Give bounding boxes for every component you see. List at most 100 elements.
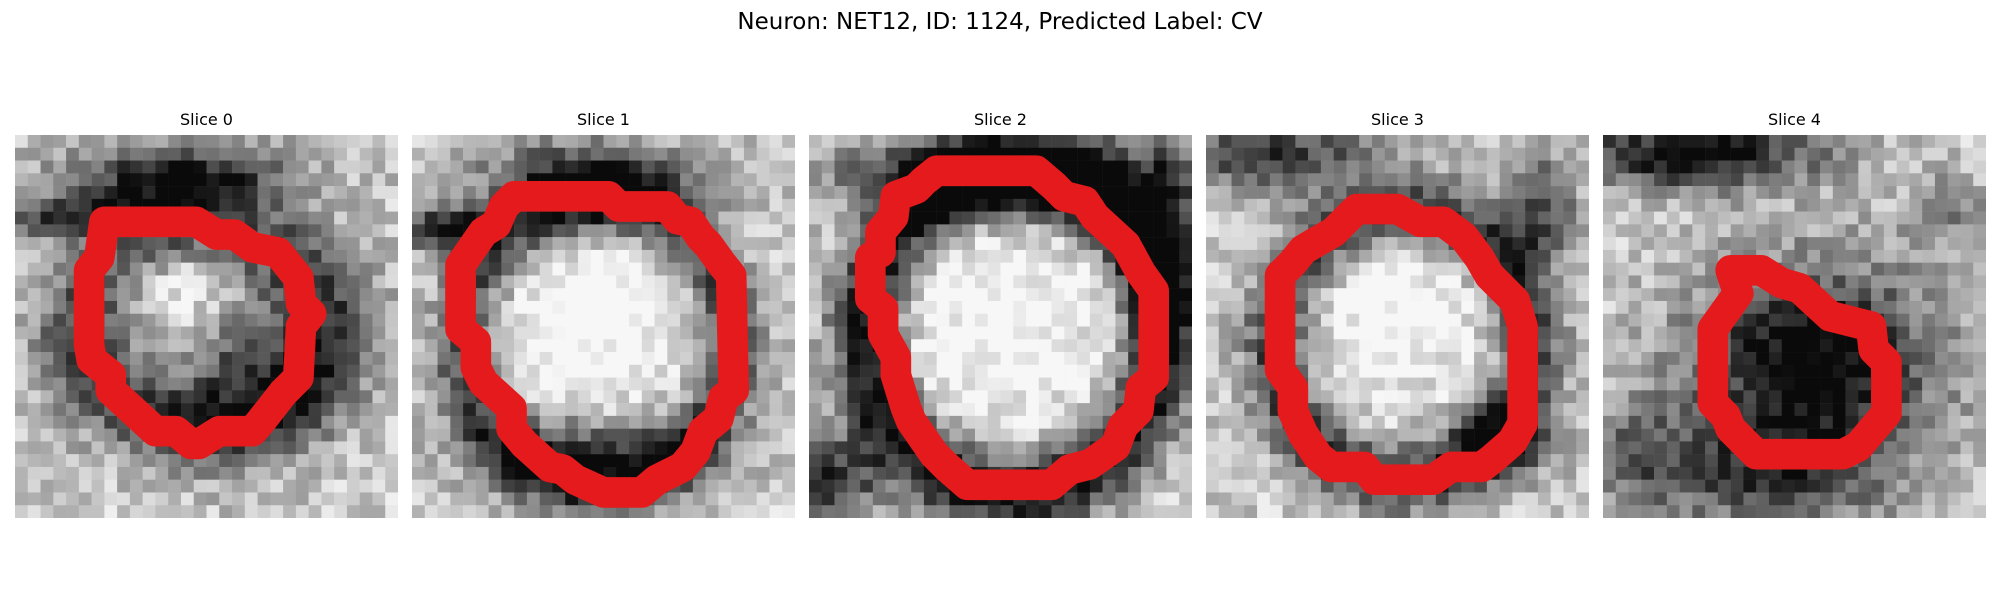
image-pixel xyxy=(590,428,604,442)
image-pixel xyxy=(1641,237,1655,251)
image-pixel xyxy=(782,262,795,276)
image-pixel xyxy=(1371,505,1385,518)
image-pixel xyxy=(654,428,668,442)
image-pixel xyxy=(809,339,823,353)
image-pixel xyxy=(1807,403,1821,417)
image-pixel xyxy=(731,237,745,251)
image-pixel xyxy=(1218,147,1232,161)
image-pixel xyxy=(1576,275,1589,289)
image-pixel xyxy=(104,173,118,187)
image-pixel xyxy=(27,390,41,404)
image-pixel xyxy=(180,249,194,263)
image-pixel xyxy=(15,339,29,353)
image-pixel xyxy=(1576,377,1589,391)
image-pixel xyxy=(1410,505,1424,518)
image-pixel xyxy=(1499,160,1513,174)
image-pixel xyxy=(1461,415,1475,429)
image-pixel xyxy=(756,211,770,225)
image-pixel xyxy=(104,147,118,161)
image-pixel xyxy=(962,135,976,149)
image-pixel xyxy=(1525,262,1539,276)
image-pixel xyxy=(40,364,54,378)
image-pixel xyxy=(1269,186,1283,200)
image-pixel xyxy=(1679,262,1693,276)
image-pixel xyxy=(53,352,67,366)
image-pixel xyxy=(1410,173,1424,187)
image-pixel xyxy=(1486,505,1500,518)
image-pixel xyxy=(1089,313,1103,327)
image-pixel xyxy=(91,505,105,518)
image-pixel xyxy=(463,403,477,417)
image-pixel xyxy=(577,211,591,225)
image-pixel xyxy=(1308,135,1322,149)
image-pixel xyxy=(1832,237,1846,251)
image-pixel xyxy=(1140,211,1154,225)
image-pixel xyxy=(1474,326,1488,340)
image-pixel xyxy=(1359,249,1373,263)
image-pixel xyxy=(1960,237,1974,251)
image-pixel xyxy=(334,390,348,404)
image-pixel xyxy=(1026,390,1040,404)
image-pixel xyxy=(1730,377,1744,391)
image-pixel xyxy=(1576,441,1589,455)
image-pixel xyxy=(1615,300,1629,314)
image-pixel xyxy=(385,211,398,225)
image-pixel xyxy=(565,237,579,251)
image-pixel xyxy=(1206,160,1220,174)
image-pixel xyxy=(91,415,105,429)
image-pixel xyxy=(1077,428,1091,442)
image-pixel xyxy=(974,224,988,238)
image-pixel xyxy=(667,377,681,391)
image-pixel xyxy=(923,505,937,518)
image-pixel xyxy=(809,300,823,314)
image-pixel xyxy=(66,403,80,417)
image-pixel xyxy=(1705,237,1719,251)
image-pixel xyxy=(1359,352,1373,366)
image-pixel xyxy=(565,403,579,417)
image-pixel xyxy=(949,339,963,353)
image-pixel xyxy=(1922,428,1936,442)
image-pixel xyxy=(680,364,694,378)
image-pixel xyxy=(1679,377,1693,391)
image-pixel xyxy=(1397,262,1411,276)
image-pixel xyxy=(834,186,848,200)
image-pixel xyxy=(1807,466,1821,480)
image-pixel xyxy=(641,390,655,404)
image-pixel xyxy=(1308,198,1322,212)
image-pixel xyxy=(603,249,617,263)
image-pixel xyxy=(1448,160,1462,174)
image-pixel xyxy=(1960,364,1974,378)
image-pixel xyxy=(501,275,515,289)
image-pixel xyxy=(1883,198,1897,212)
image-pixel xyxy=(565,441,579,455)
image-pixel xyxy=(66,454,80,468)
image-pixel xyxy=(91,186,105,200)
image-pixel xyxy=(1832,147,1846,161)
image-pixel xyxy=(372,173,386,187)
image-pixel xyxy=(321,147,335,161)
image-pixel xyxy=(283,147,297,161)
image-pixel xyxy=(1730,466,1744,480)
image-pixel xyxy=(667,313,681,327)
image-pixel xyxy=(834,275,848,289)
image-pixel xyxy=(1461,479,1475,493)
image-pixel xyxy=(616,377,630,391)
image-pixel xyxy=(40,441,54,455)
image-pixel xyxy=(847,326,861,340)
image-pixel xyxy=(1244,224,1258,238)
image-pixel xyxy=(257,339,271,353)
image-pixel xyxy=(974,288,988,302)
image-pixel xyxy=(321,135,335,149)
image-pixel xyxy=(603,237,617,251)
image-pixel xyxy=(962,224,976,238)
image-pixel xyxy=(641,288,655,302)
image-pixel xyxy=(692,160,706,174)
image-pixel xyxy=(53,377,67,391)
image-pixel xyxy=(1820,262,1834,276)
image-pixel xyxy=(1179,147,1192,161)
image-pixel xyxy=(117,454,131,468)
image-pixel xyxy=(475,428,489,442)
image-pixel xyxy=(1166,198,1180,212)
image-pixel xyxy=(987,377,1001,391)
image-pixel xyxy=(769,275,783,289)
